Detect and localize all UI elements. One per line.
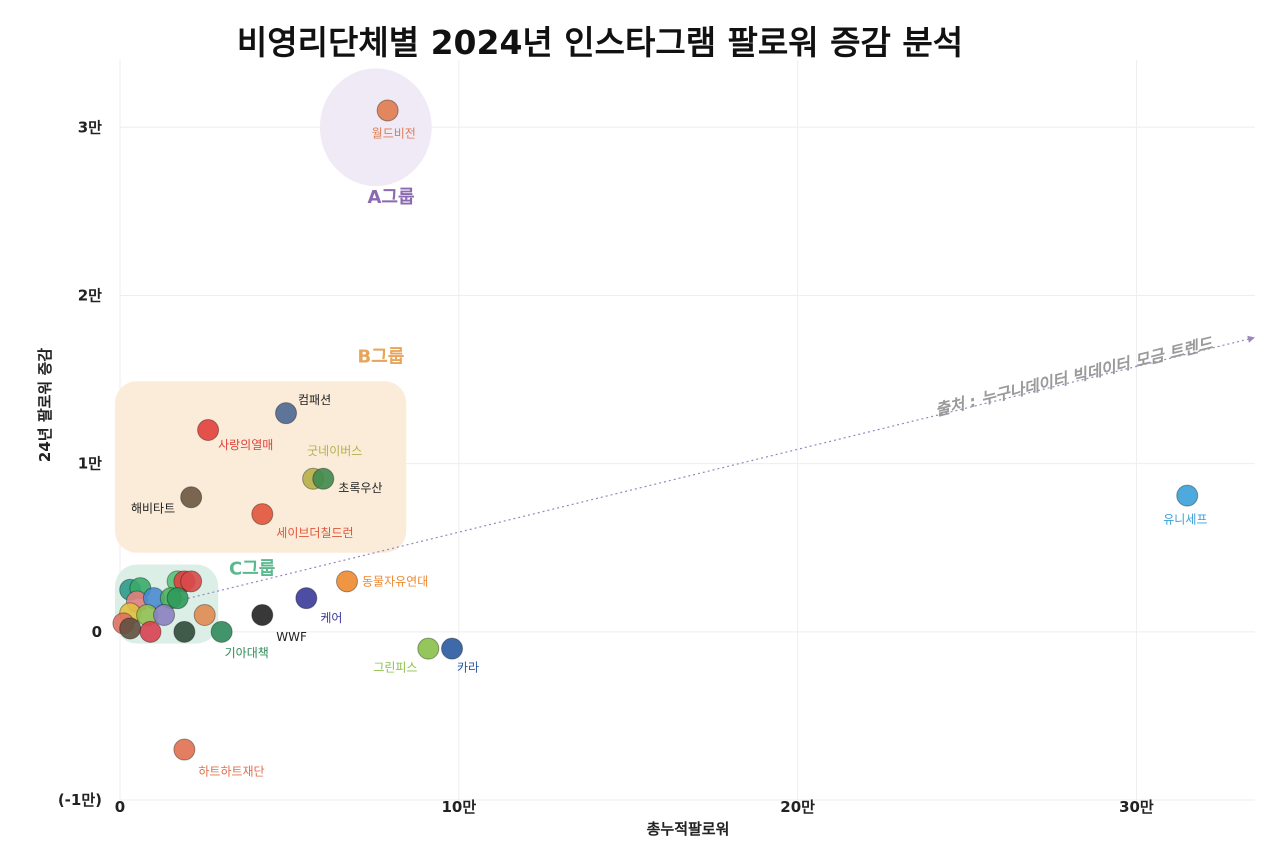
- x-axis-title: 총누적팔로워: [647, 820, 730, 838]
- x-tick-10만: 10만: [441, 798, 476, 816]
- data-point-하트하트재단: [173, 738, 196, 761]
- x-tick-20만: 20만: [780, 798, 815, 816]
- y-tick-3만: 3만: [78, 118, 102, 136]
- y-axis-title: 24년 팔로워 증감: [36, 348, 54, 462]
- point-label-굿네이버스: 굿네이버스: [307, 444, 362, 458]
- point-label-WWF: WWF: [276, 630, 307, 644]
- point-label-기아대책: 기아대책: [225, 645, 269, 660]
- data-point: [180, 570, 203, 593]
- point-label-월드비전: 월드비전: [372, 126, 416, 140]
- data-point-케어: [295, 587, 318, 610]
- data-point-유니세프: [1176, 484, 1199, 507]
- data-point-세이브더칠드런: [251, 503, 274, 526]
- data-point-초록우산: [312, 467, 335, 490]
- y-tick-1만: 1만: [78, 455, 102, 473]
- point-label-하트하트재단: 하트하트재단: [198, 765, 264, 779]
- data-point-동물자유연대: [336, 570, 358, 593]
- data-point: [139, 620, 162, 643]
- group-label-B그룹: B그룹: [357, 347, 404, 368]
- point-label-유니세프: 유니세프: [1163, 513, 1207, 527]
- group-region-B그룹: [114, 381, 407, 553]
- y-tick-1만: (-1만): [58, 791, 102, 809]
- data-point: [119, 617, 142, 640]
- point-label-사랑의열매: 사랑의열매: [218, 438, 273, 452]
- data-point-해비타트: [180, 486, 203, 509]
- point-label-세이브더칠드런: 세이브더칠드런: [276, 526, 353, 540]
- data-point-WWF: [251, 604, 274, 626]
- data-point-사랑의열매: [197, 419, 220, 441]
- point-label-해비타트: 해비타트: [131, 501, 175, 515]
- point-label-케어: 케어: [320, 611, 342, 625]
- point-label-동물자유연대: 동물자유연대: [362, 574, 428, 588]
- data-point: [153, 604, 176, 626]
- data-points: [112, 99, 1199, 761]
- source-annotation: 출처 : 누구나데이터 빅데이터 모금 트렌드: [933, 333, 1215, 419]
- group-region-A그룹: [319, 68, 432, 187]
- data-point-카라: [441, 637, 464, 660]
- point-label-컴패션: 컴패션: [298, 393, 331, 407]
- point-label-카라: 카라: [457, 661, 479, 675]
- point-label-그린피스: 그린피스: [373, 661, 417, 675]
- data-point: [173, 620, 196, 643]
- y-tick-2만: 2만: [78, 286, 102, 304]
- group-label-A그룹: A그룹: [368, 187, 415, 208]
- point-label-초록우산: 초록우산: [338, 481, 382, 495]
- group-label-C그룹: C그룹: [229, 559, 275, 580]
- data-point-월드비전: [376, 99, 399, 122]
- chart-title: 비영리단체별 2024년 인스타그램 팔로워 증감 분석: [237, 23, 963, 62]
- data-point: [193, 604, 216, 626]
- data-point-기아대책: [210, 620, 233, 643]
- y-tick-0: 0: [92, 623, 102, 641]
- data-point-컴패션: [275, 402, 298, 425]
- data-point: [166, 587, 189, 610]
- axis-ticks: 0 10만 20만 30만 (-1만) 0 1만 2만 3만: [58, 118, 1154, 816]
- data-point-그린피스: [417, 637, 440, 660]
- x-tick-0: 0: [115, 798, 125, 816]
- x-tick-30만: 30만: [1119, 798, 1154, 816]
